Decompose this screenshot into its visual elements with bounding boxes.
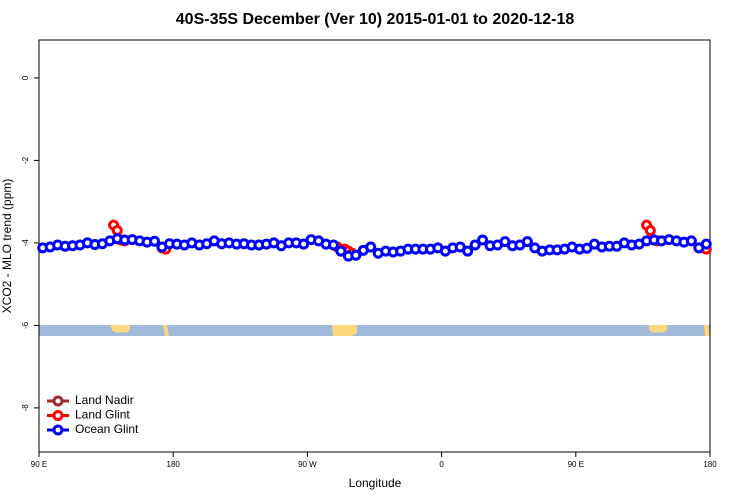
legend-marker xyxy=(52,424,64,436)
legend-label: Ocean Glint xyxy=(75,422,139,436)
data-point xyxy=(335,245,347,257)
data-point xyxy=(477,234,489,246)
land-blob xyxy=(649,325,667,333)
y-axis-label: XCO2 - MLO trend (ppm) xyxy=(0,179,14,314)
legend-marker xyxy=(52,410,64,421)
x-tick-label: 90 W xyxy=(298,460,317,469)
data-point xyxy=(327,239,339,251)
x-tick-label: 180 xyxy=(167,460,181,469)
y-tick-label: -4 xyxy=(21,239,30,247)
x-axis-label: Longitude xyxy=(349,476,402,490)
x-tick-label: 0 xyxy=(439,460,444,469)
legend-marker xyxy=(52,395,64,407)
land-blob xyxy=(110,325,130,333)
y-tick-label: -8 xyxy=(21,404,30,412)
data-point xyxy=(685,235,697,247)
land-blob xyxy=(704,325,710,336)
data-point xyxy=(365,241,377,253)
data-point xyxy=(298,238,310,250)
y-tick-label: 0 xyxy=(21,75,30,80)
data-point xyxy=(644,225,656,237)
data-point xyxy=(350,249,362,261)
x-tick-label: 90 E xyxy=(31,460,47,469)
data-point xyxy=(462,245,474,257)
y-tick-label: -6 xyxy=(21,321,30,329)
data-point xyxy=(469,239,481,251)
data-point xyxy=(521,236,533,248)
chart-title: 40S-35S December (Ver 10) 2015-01-01 to … xyxy=(176,11,575,28)
legend-label: Land Glint xyxy=(75,408,130,422)
map-strip xyxy=(39,325,710,336)
x-tick-label: 90 E xyxy=(568,460,584,469)
land-blob xyxy=(163,325,169,336)
data-point xyxy=(700,238,712,250)
data-point xyxy=(149,235,161,247)
y-tick-label: -2 xyxy=(21,156,30,164)
land-blob xyxy=(332,325,357,336)
x-tick-label: 180 xyxy=(703,460,717,469)
legend-label: Land Nadir xyxy=(75,393,134,407)
ocean-band xyxy=(39,325,710,336)
